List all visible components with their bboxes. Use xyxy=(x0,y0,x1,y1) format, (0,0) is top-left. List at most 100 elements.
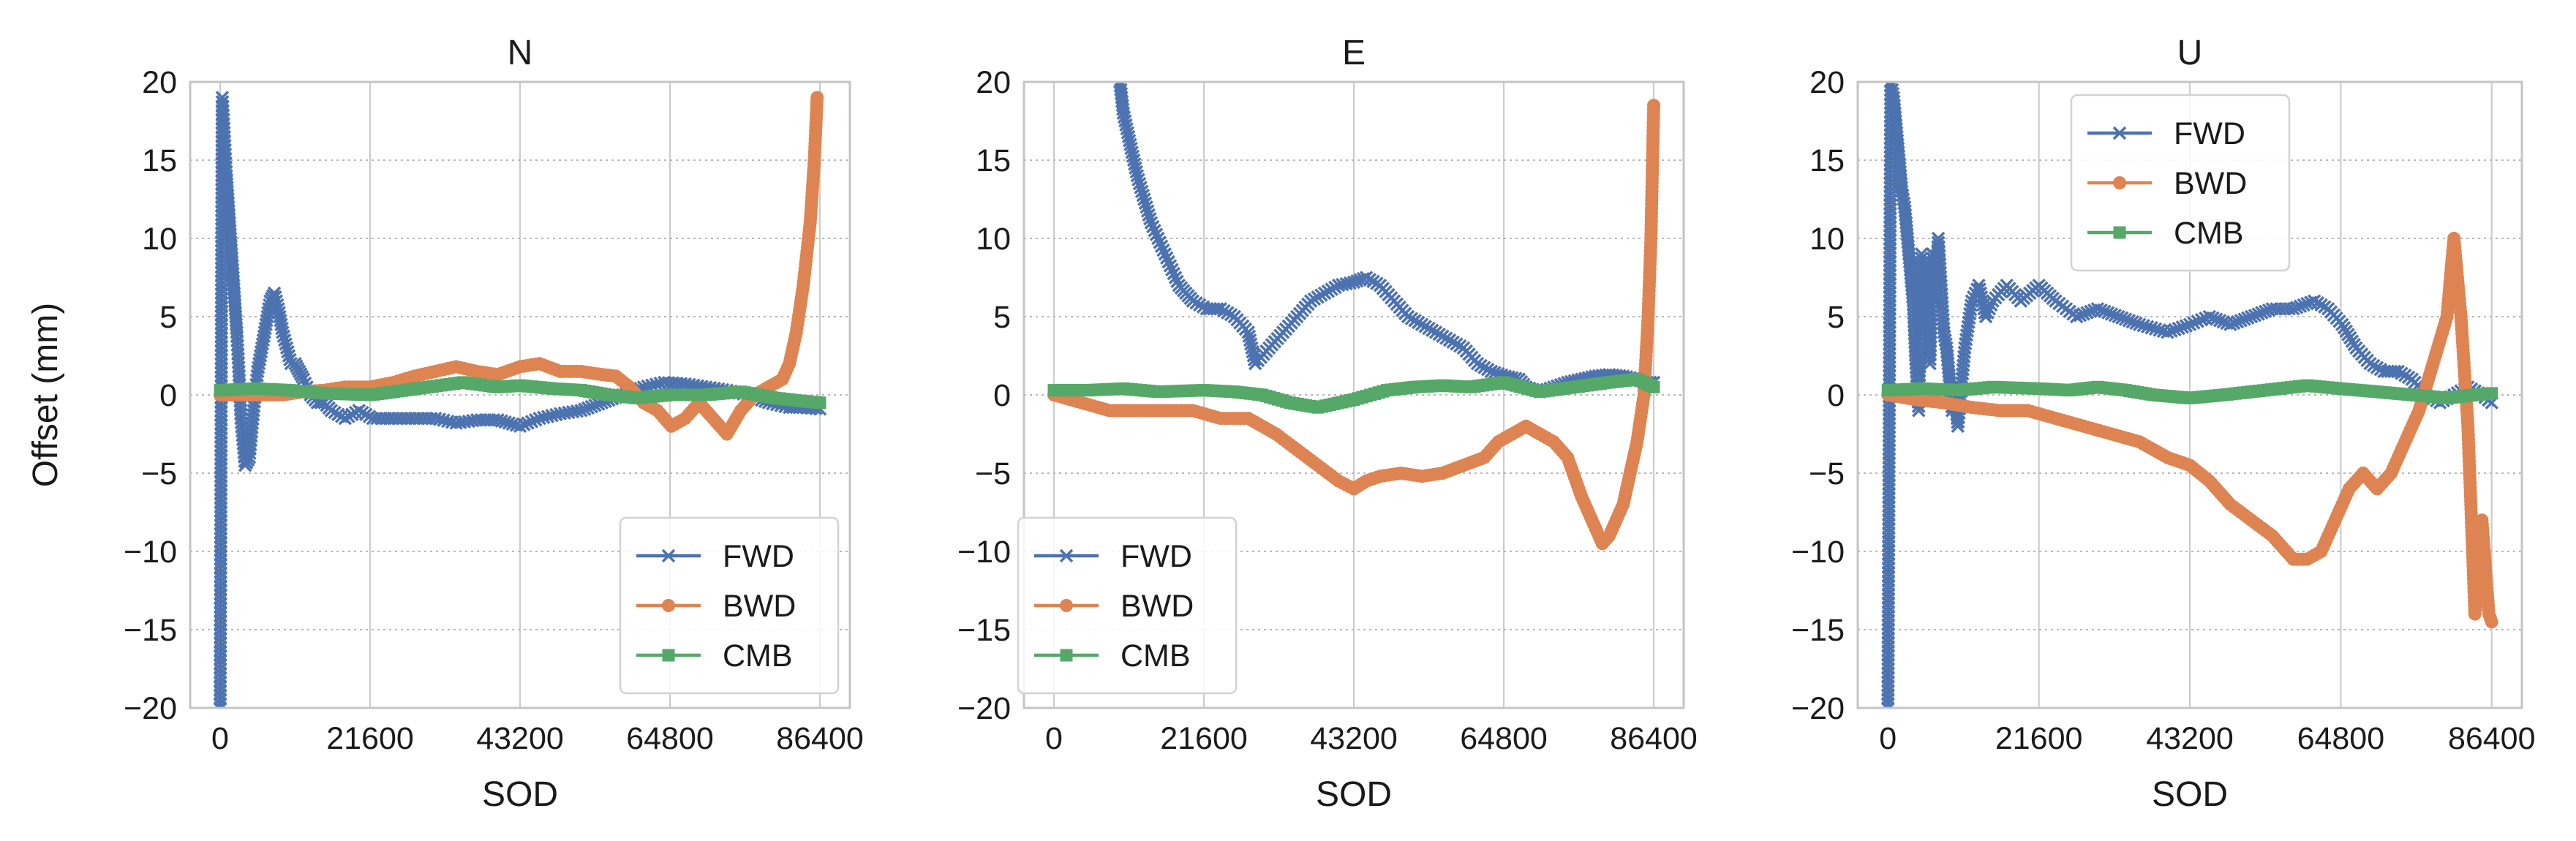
data-point-fwd xyxy=(2132,317,2147,331)
series-cmb xyxy=(1047,373,1660,414)
data-point-fwd xyxy=(269,294,284,308)
data-point-fwd xyxy=(2148,322,2163,336)
data-point-fwd xyxy=(2168,323,2182,337)
series-fwd xyxy=(1881,82,2498,708)
data-point-fwd xyxy=(276,325,290,339)
data-point-fwd xyxy=(268,290,282,304)
data-point-cmb xyxy=(2485,387,2498,400)
legend-label: CMB xyxy=(2174,216,2244,251)
y-tick-label: 15 xyxy=(142,143,177,178)
y-tick-label: −10 xyxy=(957,535,1011,570)
data-point-fwd xyxy=(2175,320,2190,334)
data-point-fwd xyxy=(1982,302,1997,316)
data-point-fwd xyxy=(529,413,543,427)
data-point-fwd xyxy=(1165,263,1179,277)
legend-item-fwd: FWD xyxy=(2087,116,2245,151)
legend-label: CMB xyxy=(723,638,793,674)
data-point-fwd xyxy=(1167,266,1180,281)
data-point-fwd xyxy=(1964,298,1978,312)
y-tick-label: −15 xyxy=(1791,613,1845,648)
y-tick-label: 0 xyxy=(1827,378,1845,413)
y-axis-label: Offset (mm) xyxy=(26,303,65,487)
plot-area xyxy=(1047,82,1661,551)
x-tick-label: 86400 xyxy=(1610,721,1698,756)
data-point-fwd xyxy=(2183,317,2197,331)
data-point-fwd xyxy=(276,329,291,343)
y-tick-label: 15 xyxy=(976,143,1011,178)
data-point-fwd xyxy=(2136,318,2150,333)
legend-item-bwd: BWD xyxy=(636,589,796,624)
x-tick-label: 43200 xyxy=(476,721,564,756)
x-tick-label: 86400 xyxy=(2448,721,2536,756)
x-tick-label: 43200 xyxy=(2146,721,2234,756)
data-point-fwd xyxy=(1143,212,1157,226)
data-point-fwd xyxy=(1978,309,1993,324)
data-point-bwd xyxy=(810,91,824,105)
data-point-fwd xyxy=(2129,316,2143,331)
data-point-bwd xyxy=(1647,99,1660,113)
data-point-fwd xyxy=(278,333,292,347)
y-tick-label: −20 xyxy=(124,691,177,726)
series-bwd xyxy=(214,91,824,441)
legend-marker xyxy=(1060,649,1073,662)
subplot-e: 0 21600 43200 64800 86400 20 15 10 5 0 −5 −10 −15 −20… xyxy=(957,34,1698,814)
data-point-fwd xyxy=(2187,316,2201,330)
x-tick-label: 0 xyxy=(211,721,229,756)
data-point-fwd xyxy=(1140,200,1153,214)
legend-label: CMB xyxy=(1121,638,1191,674)
y-tick-label: 5 xyxy=(993,300,1011,335)
legend-label: BWD xyxy=(2174,166,2247,201)
subplot-title: E xyxy=(1342,34,1366,72)
data-point-fwd xyxy=(513,419,527,434)
data-point-fwd xyxy=(279,341,294,355)
data-point-fwd xyxy=(1170,274,1184,289)
x-axis-label: SOD xyxy=(1316,775,1392,814)
data-point-fwd xyxy=(1134,184,1149,199)
data-point-fwd xyxy=(1156,243,1170,257)
data-point-fwd xyxy=(2144,321,2158,335)
data-point-fwd xyxy=(296,372,311,386)
data-point-fwd xyxy=(281,344,295,359)
series-fwd xyxy=(1112,82,1661,399)
legend-marker xyxy=(661,548,676,563)
subplot-title: U xyxy=(2177,34,2203,72)
data-point-fwd xyxy=(1131,173,1145,186)
y-tick-label: 10 xyxy=(1809,222,1845,257)
x-tick-label: 64800 xyxy=(1460,721,1548,756)
data-point-fwd xyxy=(1149,227,1164,241)
data-point-fwd xyxy=(1153,235,1167,249)
legend-label: BWD xyxy=(1121,589,1194,624)
y-tick-label: 0 xyxy=(159,378,177,413)
data-point-fwd xyxy=(1138,196,1153,211)
legend-marker xyxy=(2113,226,2126,239)
data-point-fwd xyxy=(1134,181,1148,195)
legend-marker xyxy=(662,649,675,662)
data-point-fwd xyxy=(267,286,282,301)
y-tick-label: 20 xyxy=(142,65,177,100)
data-point-fwd xyxy=(1161,254,1175,269)
data-point-fwd xyxy=(279,337,293,351)
data-point-fwd xyxy=(1129,165,1143,179)
data-point-cmb xyxy=(813,396,826,410)
x-tick-label: 0 xyxy=(1045,721,1063,756)
series-cmb xyxy=(1881,379,2498,404)
legend: FWD BWD CMB xyxy=(2070,94,2291,272)
data-point-fwd xyxy=(1148,224,1161,238)
legend-label: FWD xyxy=(1121,539,1192,574)
y-tick-label: −5 xyxy=(141,456,177,491)
legend-marker xyxy=(1059,548,1074,563)
axes-frame xyxy=(189,80,851,709)
x-tick-label: 0 xyxy=(1879,721,1897,756)
subplot-n: 0 21600 43200 64800 86400 20 15 10 5 0 −5 −10 −15 −20… xyxy=(26,34,864,814)
x-tick-label: 21600 xyxy=(1160,721,1248,756)
data-point-fwd xyxy=(1168,271,1183,284)
data-point-fwd xyxy=(1146,219,1160,234)
legend-label: BWD xyxy=(723,589,796,624)
data-point-fwd xyxy=(1130,169,1145,183)
legend: FWD BWD CMB xyxy=(619,516,840,695)
data-point-fwd xyxy=(2153,323,2166,337)
data-point-fwd xyxy=(2164,324,2178,338)
plot-area xyxy=(1881,82,2498,708)
y-tick-label: −15 xyxy=(124,613,177,648)
subplot-u: 0 21600 43200 64800 86400 20 15 10 5 0 −5 −10 −15 −20… xyxy=(1791,34,2535,814)
